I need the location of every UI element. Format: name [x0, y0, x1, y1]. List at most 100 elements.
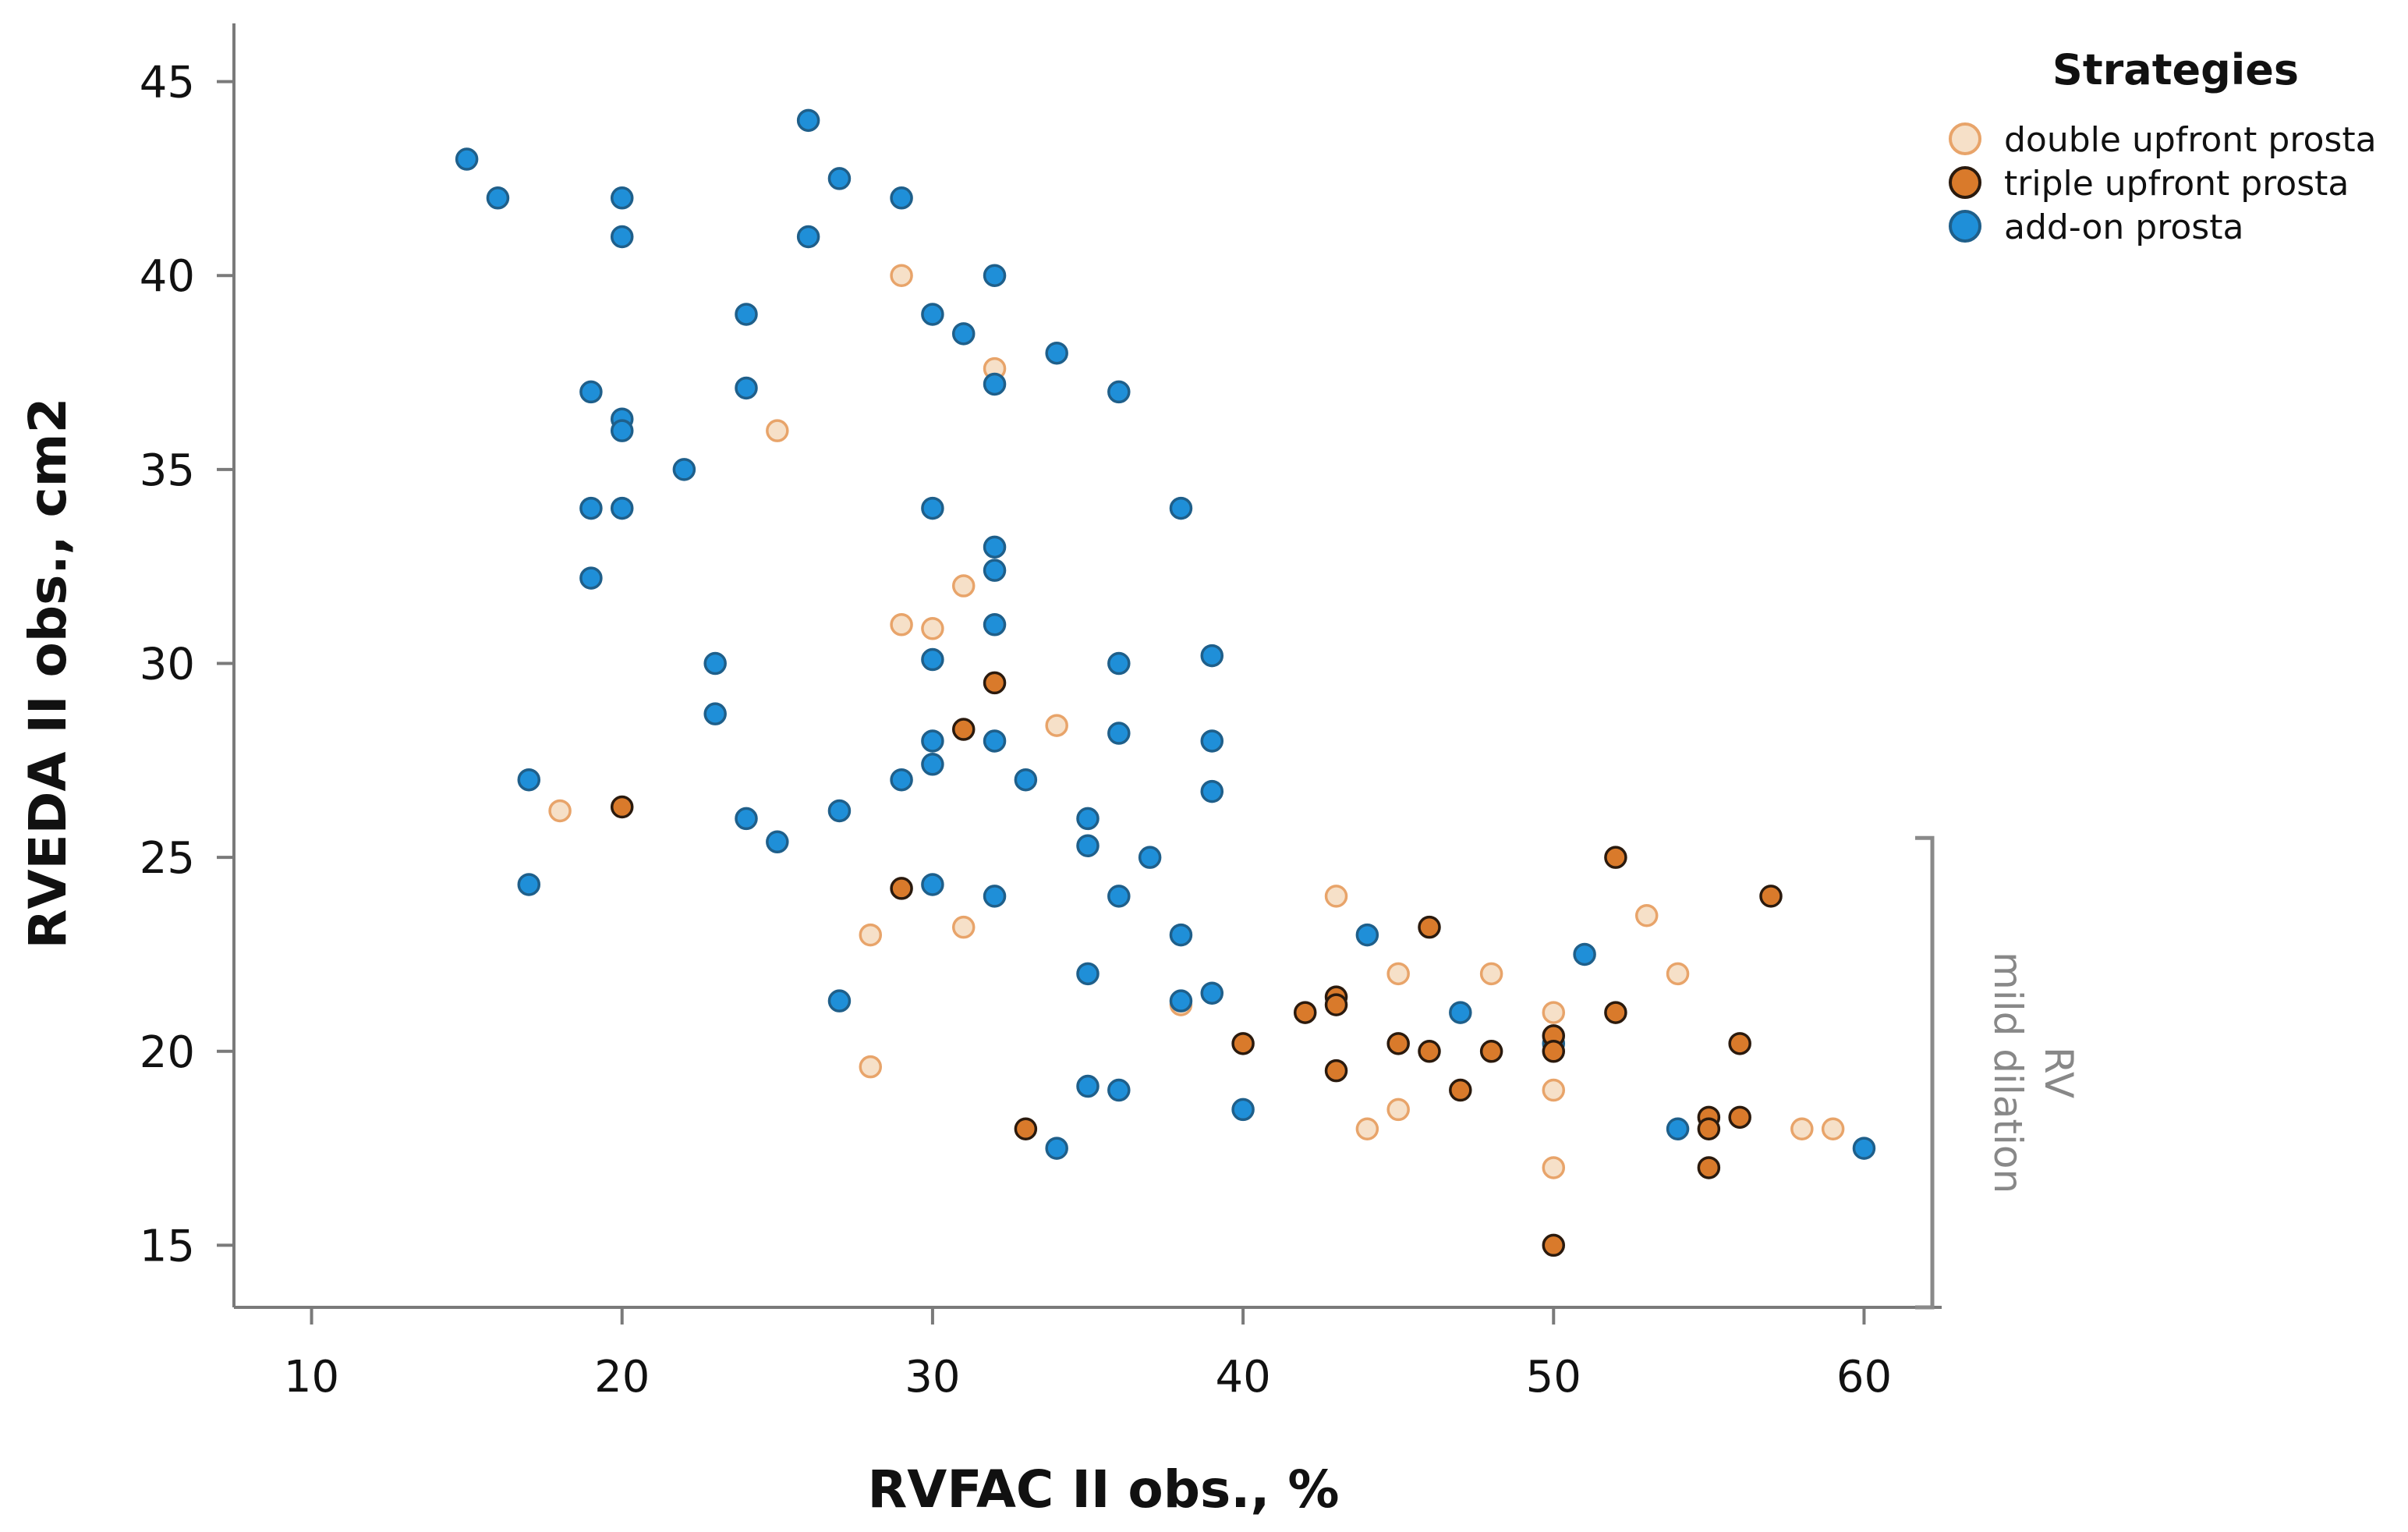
- legend-label: add-on prosta: [2004, 207, 2243, 247]
- point-add-on-prosta: [1200, 981, 1224, 1005]
- point-add-on-prosta: [951, 322, 976, 346]
- y-tick-label: 45: [140, 58, 195, 108]
- point-triple-upfront-prosta: [1728, 1032, 1751, 1055]
- point-add-on-prosta: [1573, 942, 1596, 966]
- point-add-on-prosta: [983, 264, 1007, 287]
- point-add-on-prosta: [1076, 834, 1100, 857]
- point-add-on-prosta: [735, 807, 758, 831]
- point-add-on-prosta: [796, 108, 820, 133]
- point-add-on-prosta: [672, 458, 696, 481]
- point-double-upfront-prosta: [859, 923, 883, 947]
- point-triple-upfront-prosta: [1014, 1117, 1038, 1141]
- point-add-on-prosta: [921, 496, 944, 520]
- point-add-on-prosta: [921, 303, 944, 326]
- point-double-upfront-prosta: [1634, 903, 1659, 927]
- x-tick-label: 30: [905, 1352, 960, 1403]
- point-add-on-prosta: [983, 372, 1007, 396]
- point-add-on-prosta: [1169, 923, 1193, 947]
- point-add-on-prosta: [1200, 779, 1224, 803]
- y-tick-label: 40: [140, 251, 195, 302]
- point-add-on-prosta: [1076, 962, 1100, 986]
- point-add-on-prosta: [610, 225, 634, 249]
- point-add-on-prosta: [1169, 989, 1193, 1012]
- point-add-on-prosta: [1045, 1137, 1068, 1160]
- point-add-on-prosta: [983, 559, 1007, 582]
- point-add-on-prosta: [455, 147, 479, 171]
- point-double-upfront-prosta: [951, 915, 976, 939]
- point-add-on-prosta: [983, 885, 1007, 908]
- point-triple-upfront-prosta: [1759, 885, 1783, 908]
- point-add-on-prosta: [610, 496, 634, 520]
- point-triple-upfront-prosta: [1479, 1040, 1503, 1063]
- x-tick-label: 40: [1215, 1352, 1270, 1403]
- point-triple-upfront-prosta: [1324, 993, 1348, 1016]
- point-double-upfront-prosta: [1821, 1117, 1845, 1141]
- point-add-on-prosta: [517, 873, 541, 896]
- x-tick-label: 20: [594, 1352, 650, 1403]
- point-double-upfront-prosta: [766, 419, 789, 442]
- point-add-on-prosta: [735, 303, 758, 326]
- point-add-on-prosta: [1355, 923, 1379, 947]
- point-add-on-prosta: [983, 535, 1007, 559]
- point-triple-upfront-prosta: [1728, 1105, 1751, 1129]
- x-tick-label: 50: [1526, 1352, 1581, 1403]
- point-double-upfront-prosta: [1790, 1117, 1814, 1141]
- point-add-on-prosta: [890, 186, 913, 210]
- y-tick-label: 15: [140, 1221, 195, 1271]
- point-add-on-prosta: [735, 376, 758, 400]
- point-add-on-prosta: [1200, 644, 1224, 668]
- point-triple-upfront-prosta: [951, 718, 976, 741]
- point-add-on-prosta: [1449, 1001, 1472, 1024]
- point-add-on-prosta: [1076, 807, 1100, 831]
- point-double-upfront-prosta: [859, 1055, 883, 1079]
- annotation-line1: RV: [2036, 1047, 2081, 1098]
- point-triple-upfront-prosta: [1386, 1032, 1410, 1055]
- point-double-upfront-prosta: [1666, 962, 1690, 986]
- point-double-upfront-prosta: [1045, 714, 1068, 737]
- legend-label: triple upfront prosta: [2004, 164, 2349, 204]
- point-double-upfront-prosta: [1542, 1156, 1566, 1179]
- point-add-on-prosta: [827, 799, 852, 823]
- point-triple-upfront-prosta: [1231, 1032, 1255, 1055]
- point-triple-upfront-prosta: [1542, 1040, 1566, 1063]
- point-add-on-prosta: [1138, 846, 1162, 869]
- point-double-upfront-prosta: [1479, 962, 1503, 986]
- point-add-on-prosta: [1107, 722, 1131, 745]
- point-double-upfront-prosta: [890, 264, 913, 287]
- point-add-on-prosta: [486, 186, 510, 210]
- point-double-upfront-prosta: [1542, 1001, 1566, 1024]
- point-triple-upfront-prosta: [610, 795, 634, 819]
- point-triple-upfront-prosta: [890, 877, 913, 900]
- y-tick-label: 25: [140, 833, 195, 884]
- point-triple-upfront-prosta: [1604, 846, 1627, 869]
- point-add-on-prosta: [890, 768, 913, 792]
- y-tick-label: 30: [140, 640, 195, 690]
- legend-marker: [1949, 122, 1981, 155]
- point-triple-upfront-prosta: [1418, 1040, 1441, 1063]
- y-tick-label: 35: [140, 445, 195, 496]
- point-double-upfront-prosta: [1542, 1078, 1566, 1102]
- point-double-upfront-prosta: [1324, 885, 1348, 908]
- legend-marker: [1949, 166, 1981, 199]
- axes: 10 20 30 40 50 60 15 20 25 30 35 40 45 RVFAC II obs.,…: [18, 23, 1942, 1520]
- point-add-on-prosta: [517, 768, 541, 792]
- legend-title: Strategies: [2052, 45, 2299, 94]
- point-triple-upfront-prosta: [1418, 915, 1441, 939]
- y-tick-label: 20: [140, 1027, 195, 1078]
- point-double-upfront-prosta: [890, 613, 913, 637]
- point-add-on-prosta: [1169, 496, 1193, 520]
- point-add-on-prosta: [1107, 1078, 1131, 1102]
- point-add-on-prosta: [1014, 768, 1038, 792]
- point-add-on-prosta: [610, 419, 634, 442]
- point-add-on-prosta: [921, 647, 944, 672]
- annotation-bracket: [1915, 835, 1935, 1310]
- point-add-on-prosta: [1076, 1074, 1100, 1098]
- point-add-on-prosta: [1231, 1098, 1255, 1122]
- point-add-on-prosta: [983, 729, 1007, 753]
- point-add-on-prosta: [1852, 1137, 1876, 1160]
- point-triple-upfront-prosta: [1697, 1117, 1721, 1141]
- point-triple-upfront-prosta: [1449, 1078, 1472, 1102]
- point-triple-upfront-prosta: [1542, 1233, 1566, 1257]
